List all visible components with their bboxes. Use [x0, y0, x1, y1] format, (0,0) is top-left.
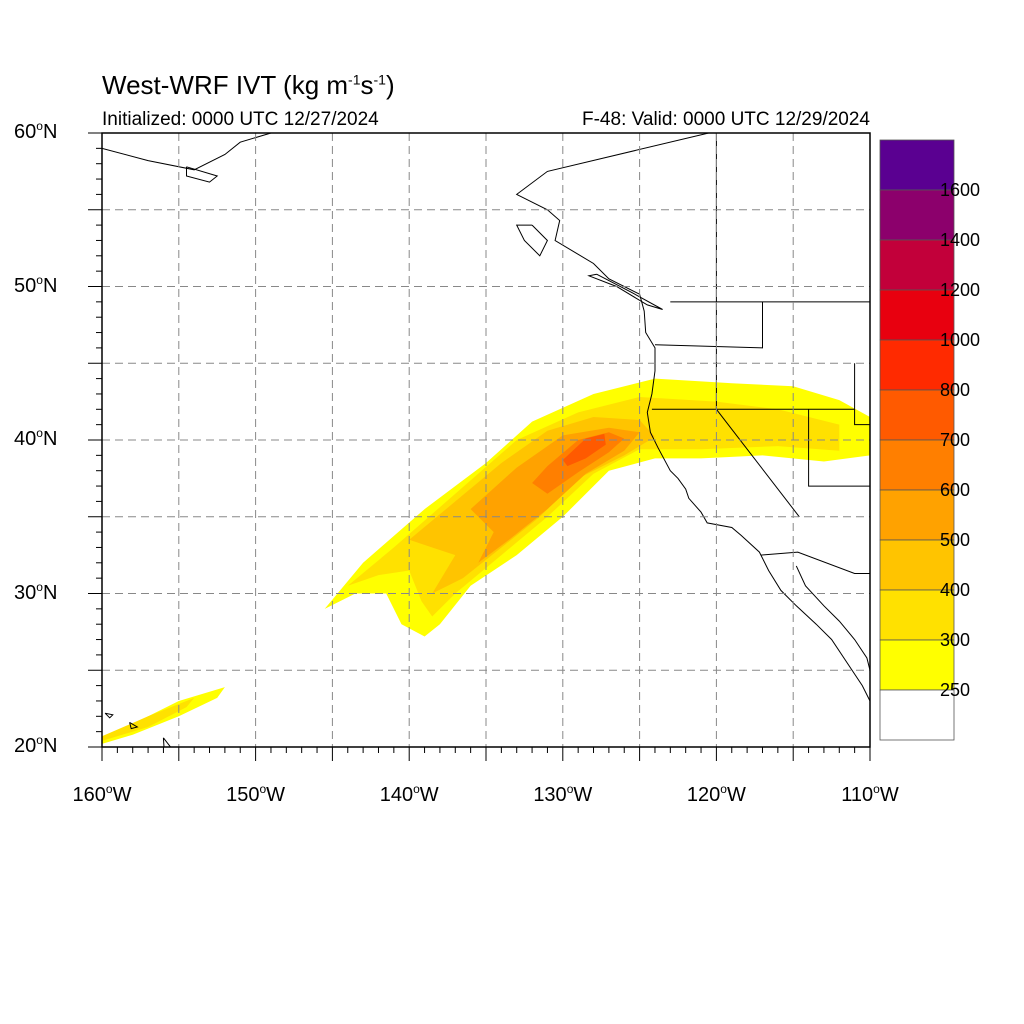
latitude-tick-label: 40oN [14, 426, 58, 450]
ivt-500-region [470, 427, 640, 563]
colorbar-tick-label: 500 [940, 530, 971, 550]
init-time: Initialized: 0000 UTC 12/27/2024 [102, 109, 379, 130]
colorbar-swatch [879, 389, 955, 441]
valid-time: F-48: Valid: 0000 UTC 12/29/2024 [582, 109, 870, 130]
colorbar-tick-label: 400 [940, 580, 971, 600]
longitude-tick-label: 150oW [226, 782, 286, 806]
vancouver-island [587, 273, 663, 310]
colorbar-tick-label: 1600 [940, 180, 981, 200]
alaska-coast [102, 133, 272, 171]
longitude-tick-label: 130oW [533, 782, 593, 806]
wyoming-border [854, 363, 870, 426]
longitude-tick-label: 140oW [379, 782, 439, 806]
ivt-shading [102, 378, 870, 744]
kauai-island [104, 712, 114, 719]
colorbar-swatch [879, 289, 955, 341]
longitude-tick-label: 120oW [686, 782, 746, 806]
colorbar-tick-label: 300 [940, 630, 971, 650]
lat-lon-grid [102, 133, 870, 747]
colorbar-tick-label: 1000 [940, 330, 981, 350]
colorbar-swatch [879, 239, 955, 291]
longitude-tick-label: 160oW [72, 782, 132, 806]
colorbar-swatch [879, 639, 955, 691]
latitude-tick-label: 20oN [14, 733, 58, 757]
plot-title: West-WRF IVT (kg m-1s-1) [102, 70, 395, 100]
axis-ticks [88, 132, 871, 761]
colorbar-swatch [879, 539, 955, 591]
colorbar-tick-label: 1400 [940, 230, 981, 250]
us-mexico-border [760, 551, 870, 574]
colorbar-swatch [879, 139, 955, 191]
latitude-tick-label: 30oN [14, 579, 58, 604]
longitude-tick-label: 110oW [841, 782, 899, 806]
latitude-tick-label: 50oN [14, 272, 58, 297]
haida-gwaii [515, 224, 549, 257]
colorbar-swatch [879, 189, 955, 241]
colorbar-swatch [879, 689, 955, 741]
latitude-tick-label: 60oN [14, 119, 58, 143]
colorbar-tick-label: 1200 [940, 280, 981, 300]
map-area [102, 133, 870, 747]
west-coastline [515, 133, 870, 702]
nevada-utah-border [808, 409, 870, 487]
ivt-hawaii-300 [102, 697, 195, 741]
ivt-700-region [562, 433, 606, 467]
colorbar-tick-label: 250 [940, 680, 971, 700]
washington-border [654, 301, 763, 349]
gulf-of-california-coast [795, 565, 870, 671]
kodiak-island [186, 166, 219, 183]
colorbar-tick-label: 800 [940, 380, 971, 400]
colorbar-tick-label: 700 [940, 430, 971, 450]
colorbar [879, 139, 955, 741]
oahu-island [129, 721, 139, 730]
colorbar-tick-label: 600 [940, 480, 971, 500]
colorbar-swatch [879, 339, 955, 391]
colorbar-swatch [879, 489, 955, 541]
colorbar-swatch [879, 439, 955, 491]
